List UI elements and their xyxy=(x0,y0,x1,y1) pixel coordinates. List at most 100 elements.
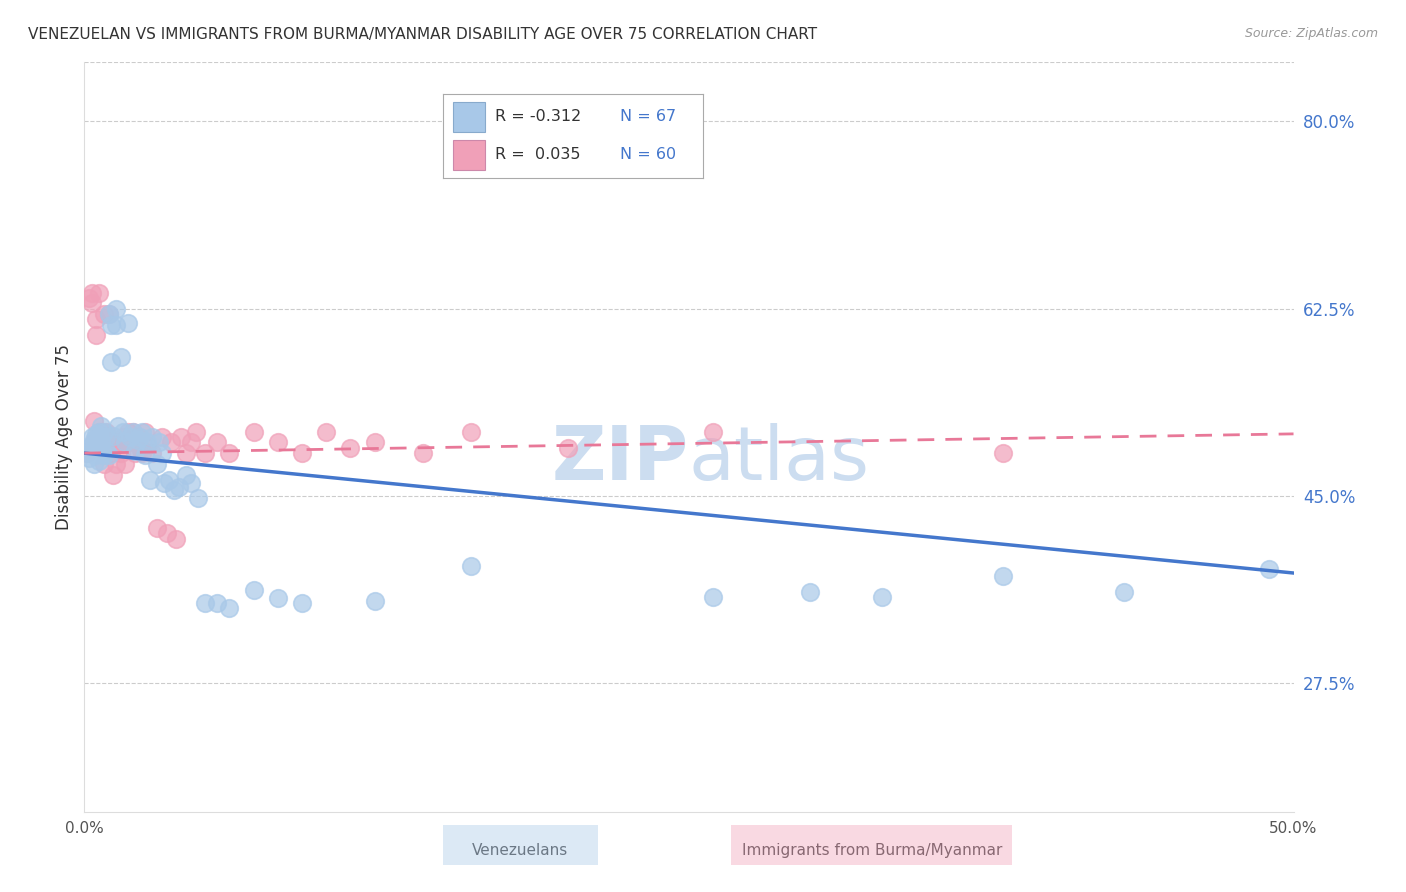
Point xyxy=(90,419,112,434)
Point xyxy=(117,425,139,439)
Point xyxy=(1258,562,1281,576)
Point xyxy=(339,441,361,455)
Point xyxy=(267,591,290,605)
Text: R =  0.035: R = 0.035 xyxy=(495,147,581,162)
Point xyxy=(94,430,117,444)
Point xyxy=(80,430,103,444)
Point xyxy=(363,435,385,450)
Point xyxy=(90,435,112,450)
Point xyxy=(170,430,193,444)
Point xyxy=(702,425,724,439)
Point xyxy=(121,425,143,439)
Point xyxy=(124,446,146,460)
Point xyxy=(110,350,132,364)
Point xyxy=(112,430,135,444)
Text: atlas: atlas xyxy=(689,423,870,496)
Point xyxy=(93,448,115,462)
Point xyxy=(412,446,434,460)
Point xyxy=(80,285,103,300)
Point xyxy=(103,429,125,443)
Point xyxy=(180,435,202,450)
Point xyxy=(184,425,207,439)
Point xyxy=(94,425,117,439)
Text: N = 67: N = 67 xyxy=(620,109,676,124)
Point xyxy=(150,430,173,444)
Point xyxy=(993,446,1015,460)
Point xyxy=(136,437,159,451)
Point xyxy=(86,312,108,326)
Point xyxy=(131,425,153,439)
Point xyxy=(93,425,115,439)
Point xyxy=(460,425,482,439)
Point xyxy=(165,532,187,546)
Text: Source: ZipAtlas.com: Source: ZipAtlas.com xyxy=(1244,27,1378,40)
Point xyxy=(127,430,149,444)
Text: VENEZUELAN VS IMMIGRANTS FROM BURMA/MYANMAR DISABILITY AGE OVER 75 CORRELATION C: VENEZUELAN VS IMMIGRANTS FROM BURMA/MYAN… xyxy=(28,27,817,42)
Point xyxy=(90,430,112,444)
Point xyxy=(83,457,105,471)
Point xyxy=(87,425,110,439)
Point xyxy=(218,446,240,460)
Point xyxy=(110,446,132,460)
Bar xyxy=(453,140,485,169)
Point xyxy=(134,425,156,439)
Point xyxy=(242,425,264,439)
Point xyxy=(86,440,108,454)
Point xyxy=(557,441,579,455)
Point xyxy=(94,444,117,458)
Point xyxy=(77,441,100,455)
Point xyxy=(242,583,264,598)
Point xyxy=(121,425,143,439)
Point xyxy=(93,307,115,321)
Point xyxy=(141,446,163,460)
Point xyxy=(83,435,105,450)
Point xyxy=(363,594,385,608)
Point xyxy=(799,585,821,599)
Point xyxy=(218,601,240,615)
Point xyxy=(107,419,129,434)
Point xyxy=(157,473,180,487)
Point xyxy=(83,414,105,428)
Point xyxy=(87,285,110,300)
Point xyxy=(460,558,482,573)
Point xyxy=(146,457,169,471)
Text: N = 60: N = 60 xyxy=(620,147,676,162)
Bar xyxy=(453,103,485,132)
Point xyxy=(76,446,98,460)
Point xyxy=(291,446,314,460)
Point xyxy=(134,448,156,462)
Point xyxy=(103,441,125,455)
Point xyxy=(83,444,105,458)
Point xyxy=(174,467,197,482)
Point xyxy=(138,473,160,487)
Point xyxy=(174,446,197,460)
Point xyxy=(93,457,115,471)
Point xyxy=(187,491,209,505)
Point xyxy=(127,434,149,448)
Point xyxy=(76,446,98,460)
Point xyxy=(87,441,110,455)
Point xyxy=(86,328,108,343)
Point xyxy=(114,435,136,450)
Point xyxy=(131,446,153,460)
Point xyxy=(97,307,120,321)
Point xyxy=(207,596,229,610)
Point xyxy=(112,425,135,439)
Point xyxy=(104,301,127,316)
Point xyxy=(104,457,127,471)
Point xyxy=(97,307,120,321)
Point xyxy=(83,434,105,448)
Point xyxy=(993,569,1015,583)
Text: ZIP: ZIP xyxy=(551,423,689,496)
Point xyxy=(120,435,142,450)
Point xyxy=(124,444,146,458)
Point xyxy=(291,596,314,610)
Point xyxy=(97,435,120,450)
Point xyxy=(77,441,100,455)
Point xyxy=(100,318,122,332)
Point xyxy=(94,441,117,455)
Point xyxy=(1114,585,1136,599)
Point xyxy=(86,426,108,441)
Point xyxy=(153,476,176,491)
Point xyxy=(136,435,159,450)
